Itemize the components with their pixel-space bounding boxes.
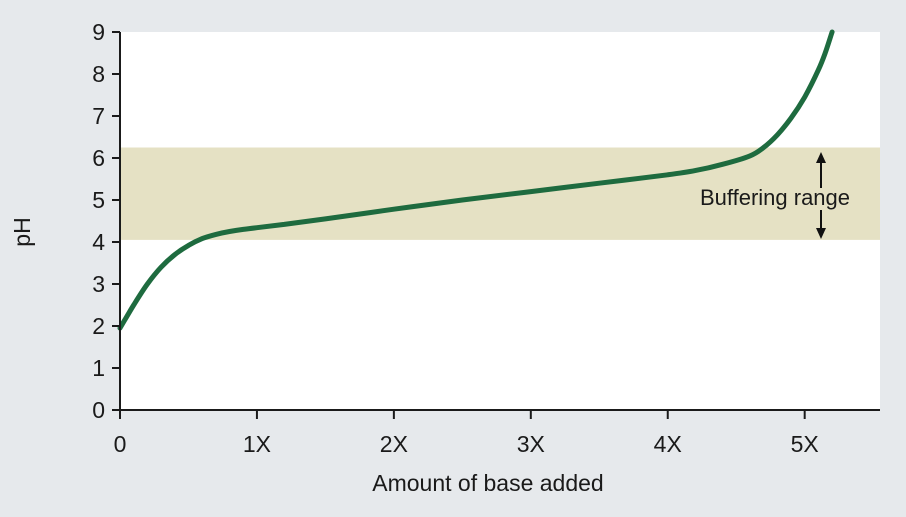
- x-tick-label: 0: [114, 431, 127, 457]
- down-arrow-icon: [816, 228, 826, 239]
- y-tick-label: 6: [92, 145, 105, 171]
- up-arrow-icon: [816, 152, 826, 163]
- y-tick-label: 3: [92, 271, 105, 297]
- y-tick-label: 2: [92, 313, 105, 339]
- x-tick-label: 5X: [791, 431, 819, 457]
- y-tick-label: 0: [92, 397, 105, 423]
- ph-curve-line: [117, 29, 835, 331]
- buffering-range-label: Buffering range: [700, 185, 850, 210]
- buffering-range-annotation: Buffering range: [700, 152, 850, 239]
- y-tick-label: 7: [92, 103, 105, 129]
- y-axis-label: pH: [9, 217, 35, 246]
- x-axis-label: Amount of base added: [372, 470, 603, 496]
- y-tick-label: 4: [92, 229, 105, 255]
- y-tick-label: 5: [92, 187, 105, 213]
- x-tick-label: 2X: [380, 431, 408, 457]
- x-tick-label: 1X: [243, 431, 271, 457]
- x-tick-label: 3X: [517, 431, 545, 457]
- y-tick-label: 1: [92, 355, 105, 381]
- y-tick-label: 8: [92, 61, 105, 87]
- y-tick-label: 9: [92, 19, 105, 45]
- x-tick-label: 4X: [654, 431, 682, 457]
